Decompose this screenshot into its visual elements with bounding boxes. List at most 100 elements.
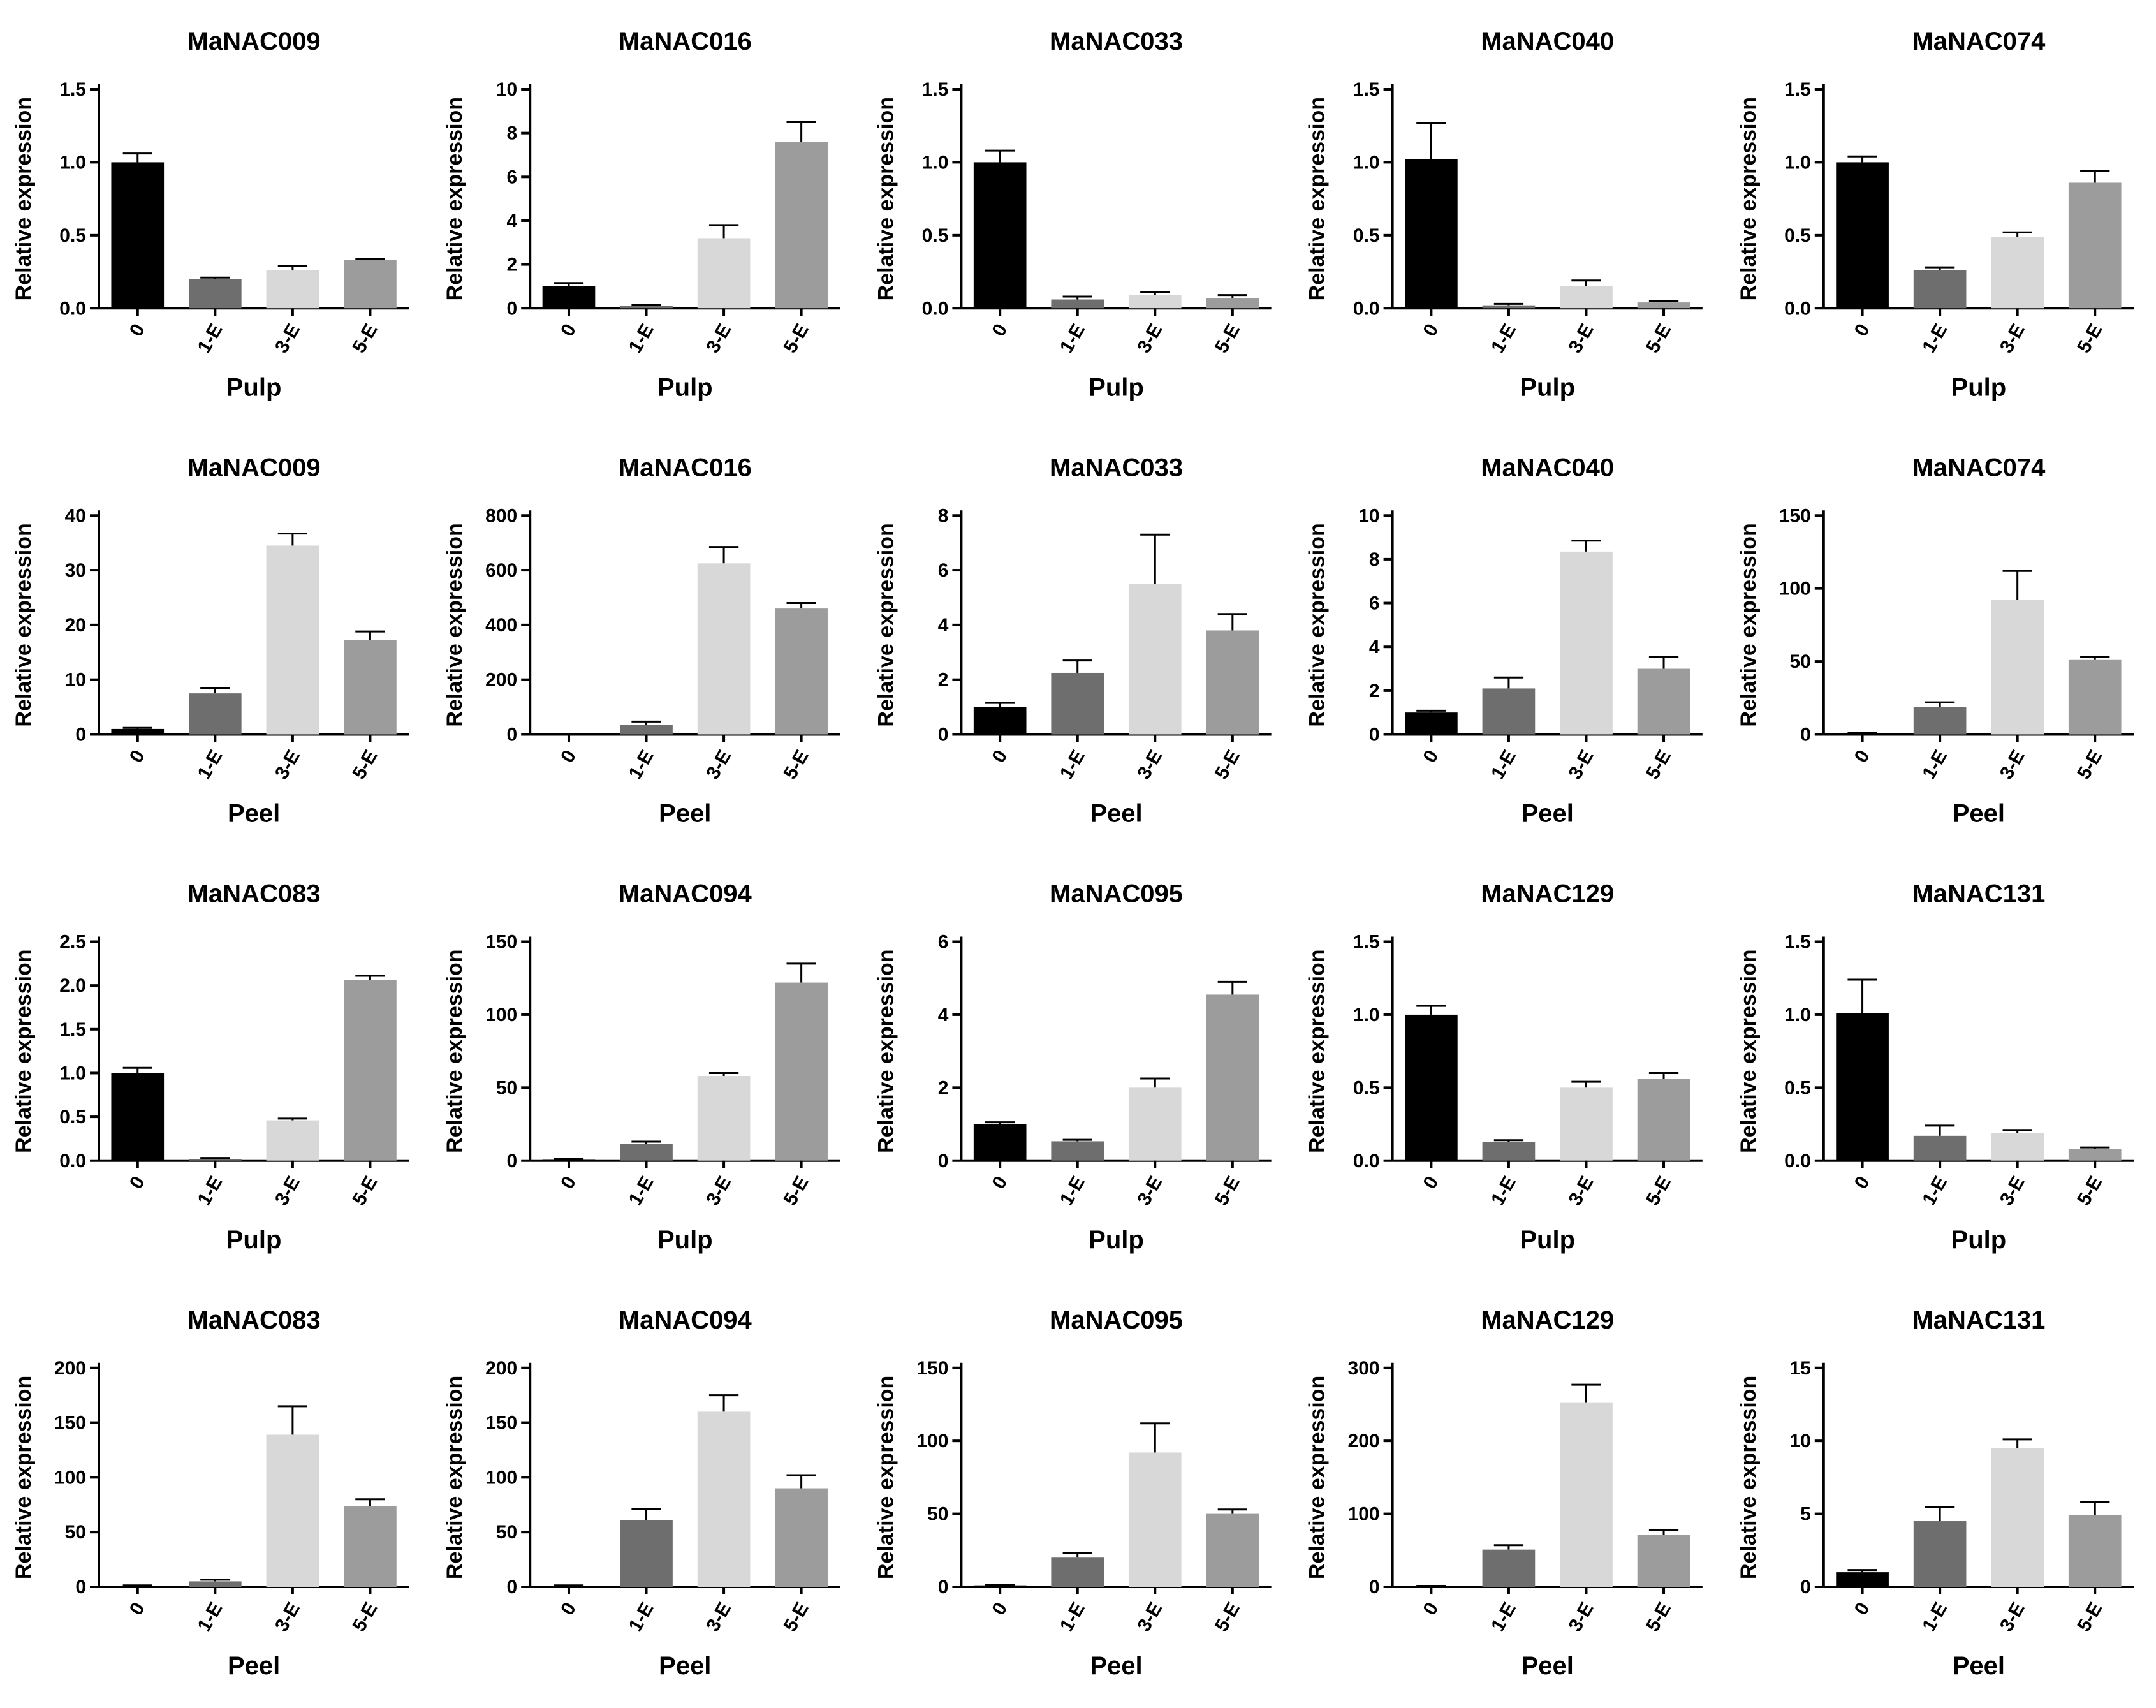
x-tick-label: 1-E bbox=[1487, 1599, 1520, 1635]
y-axis-label: Relative expression bbox=[11, 523, 36, 726]
chart-panel-18: MaNAC095 Relative expression 0 50 100 150 0 1-E… bbox=[874, 1306, 1272, 1680]
bar-1-E bbox=[1482, 688, 1536, 735]
x-tick-label: 0 bbox=[557, 747, 580, 767]
x-tick-label: 0 bbox=[1851, 320, 1874, 340]
bar-3-E bbox=[1991, 1133, 2044, 1161]
chart-title: MaNAC074 bbox=[1912, 27, 2046, 55]
y-tick-label: 0.5 bbox=[1353, 225, 1380, 246]
y-tick-label: 0.0 bbox=[1353, 1151, 1380, 1172]
y-tick-label: 0 bbox=[507, 725, 518, 746]
x-tick-label: 0 bbox=[1851, 747, 1874, 767]
chart-panel-2: MaNAC016 Relative expression 0 2 4 6 8 10 0 1-E 3-… bbox=[443, 27, 840, 401]
bar-5-E bbox=[1637, 1535, 1690, 1587]
chart-title: MaNAC094 bbox=[619, 1306, 752, 1334]
y-tick-label: 8 bbox=[507, 123, 518, 144]
x-tick-label: 1-E bbox=[193, 1599, 226, 1635]
y-tick-label: 0 bbox=[938, 1577, 949, 1598]
bar-3-E bbox=[1560, 286, 1613, 309]
y-tick-label: 4 bbox=[938, 1005, 949, 1026]
chart-title: MaNAC040 bbox=[1481, 453, 1614, 482]
bar-1-E bbox=[620, 725, 673, 735]
chart-title: MaNAC016 bbox=[619, 27, 752, 55]
x-tick-label: 3-E bbox=[1565, 1599, 1598, 1635]
x-axis-label: Peel bbox=[1090, 800, 1142, 828]
x-tick-label: 1-E bbox=[1056, 1173, 1089, 1209]
bar-3-E bbox=[1991, 600, 2044, 735]
x-axis-label: Pulp bbox=[226, 1226, 282, 1254]
y-tick-label: 600 bbox=[485, 560, 517, 581]
chart-panel-8: MaNAC033 Relative expression 0 2 4 6 8 0 1-E 3-E 5… bbox=[874, 453, 1272, 828]
y-axis-label: Relative expression bbox=[1736, 949, 1761, 1152]
y-tick-label: 1.0 bbox=[1784, 1005, 1811, 1026]
bar-5-E bbox=[2068, 1515, 2122, 1587]
chart-title: MaNAC129 bbox=[1481, 1306, 1614, 1334]
y-tick-label: 0 bbox=[507, 298, 518, 319]
x-tick-label: 3-E bbox=[1996, 320, 2029, 357]
x-tick-label: 3-E bbox=[1996, 747, 2029, 783]
bar-3-E bbox=[697, 1076, 751, 1161]
chart-panel-9: MaNAC040 Relative expression 0 2 4 6 8 10 0 1-E 3-… bbox=[1305, 453, 1703, 828]
chart-panel-5: MaNAC074 Relative expression 0.0 0.5 1.0 1.5 0… bbox=[1736, 27, 2134, 401]
y-tick-label: 0 bbox=[1369, 1577, 1380, 1598]
y-tick-label: 1.0 bbox=[1353, 1005, 1380, 1026]
y-tick-label: 100 bbox=[1779, 578, 1811, 600]
bar-5-E bbox=[2068, 659, 2122, 735]
x-tick-label: 3-E bbox=[271, 747, 304, 783]
chart-panel-3: MaNAC033 Relative expression 0.0 0.5 1.0 1.5 0… bbox=[874, 27, 1272, 401]
x-axis-label: Pulp bbox=[1520, 1226, 1575, 1254]
x-tick-label: 1-E bbox=[625, 320, 658, 357]
bar-0 bbox=[973, 162, 1027, 309]
x-tick-label: 3-E bbox=[1565, 747, 1598, 783]
chart-panel-6: MaNAC009 Relative expression 0 10 20 30 40 0 1-E… bbox=[11, 453, 409, 828]
y-axis-label: Relative expression bbox=[1305, 1376, 1330, 1579]
x-tick-label: 3-E bbox=[271, 1599, 304, 1635]
y-tick-label: 0.0 bbox=[1784, 1151, 1811, 1172]
y-tick-label: 100 bbox=[485, 1005, 517, 1026]
y-tick-label: 50 bbox=[496, 1077, 517, 1098]
x-tick-label: 1-E bbox=[1056, 747, 1089, 783]
bar-1-E bbox=[1482, 1549, 1536, 1587]
x-tick-label: 3-E bbox=[702, 1599, 735, 1635]
x-tick-label: 5-E bbox=[1642, 747, 1675, 783]
y-axis-label: Relative expression bbox=[11, 97, 36, 300]
x-tick-label: 3-E bbox=[1996, 1599, 2029, 1635]
x-axis-label: Pulp bbox=[226, 373, 282, 401]
x-axis-label: Pulp bbox=[1520, 373, 1575, 401]
y-tick-label: 2 bbox=[938, 670, 949, 691]
y-tick-label: 200 bbox=[485, 670, 517, 691]
x-tick-label: 0 bbox=[988, 1173, 1011, 1193]
x-tick-label: 3-E bbox=[702, 1173, 735, 1209]
bar-0 bbox=[973, 707, 1027, 735]
x-tick-label: 3-E bbox=[1133, 747, 1166, 783]
y-tick-label: 2 bbox=[1369, 681, 1380, 702]
y-tick-label: 0.0 bbox=[922, 298, 949, 319]
x-axis-label: Pulp bbox=[1089, 1226, 1144, 1254]
y-tick-label: 0.5 bbox=[59, 1107, 86, 1128]
y-tick-label: 0 bbox=[75, 1577, 86, 1598]
x-tick-label: 5-E bbox=[780, 320, 813, 357]
bar-5-E bbox=[344, 260, 397, 309]
y-tick-label: 20 bbox=[65, 615, 86, 636]
chart-panel-20: MaNAC131 Relative expression 0 5 10 15 0 1-E 3-E… bbox=[1736, 1306, 2134, 1680]
chart-title: MaNAC016 bbox=[619, 453, 752, 482]
y-tick-label: 2 bbox=[938, 1077, 949, 1098]
chart-panel-16: MaNAC083 Relative expression 0 50 100 150 200 0… bbox=[11, 1306, 409, 1680]
y-tick-label: 0.0 bbox=[1353, 298, 1380, 319]
chart-title: MaNAC033 bbox=[1050, 27, 1183, 55]
bar-3-E bbox=[1560, 551, 1613, 735]
y-tick-label: 50 bbox=[65, 1522, 86, 1543]
x-tick-label: 5-E bbox=[349, 1173, 382, 1209]
bar-1-E bbox=[1051, 672, 1104, 735]
y-tick-label: 0 bbox=[1800, 1577, 1811, 1598]
chart-panel-11: MaNAC083 Relative expression 0.0 0.5 1.0 1.5 2… bbox=[11, 880, 409, 1254]
chart-panel-12: MaNAC094 Relative expression 0 50 100 150 0 1-E… bbox=[443, 880, 840, 1254]
y-tick-label: 100 bbox=[916, 1431, 948, 1452]
x-tick-label: 5-E bbox=[2073, 1599, 2106, 1635]
bar-3-E bbox=[1128, 295, 1182, 309]
x-tick-label: 0 bbox=[1851, 1599, 1874, 1619]
y-tick-label: 200 bbox=[1348, 1431, 1380, 1452]
bar-5-E bbox=[1637, 1079, 1690, 1161]
x-axis-label: Pulp bbox=[1951, 373, 2007, 401]
bar-0 bbox=[542, 733, 596, 735]
y-tick-label: 200 bbox=[485, 1358, 517, 1379]
